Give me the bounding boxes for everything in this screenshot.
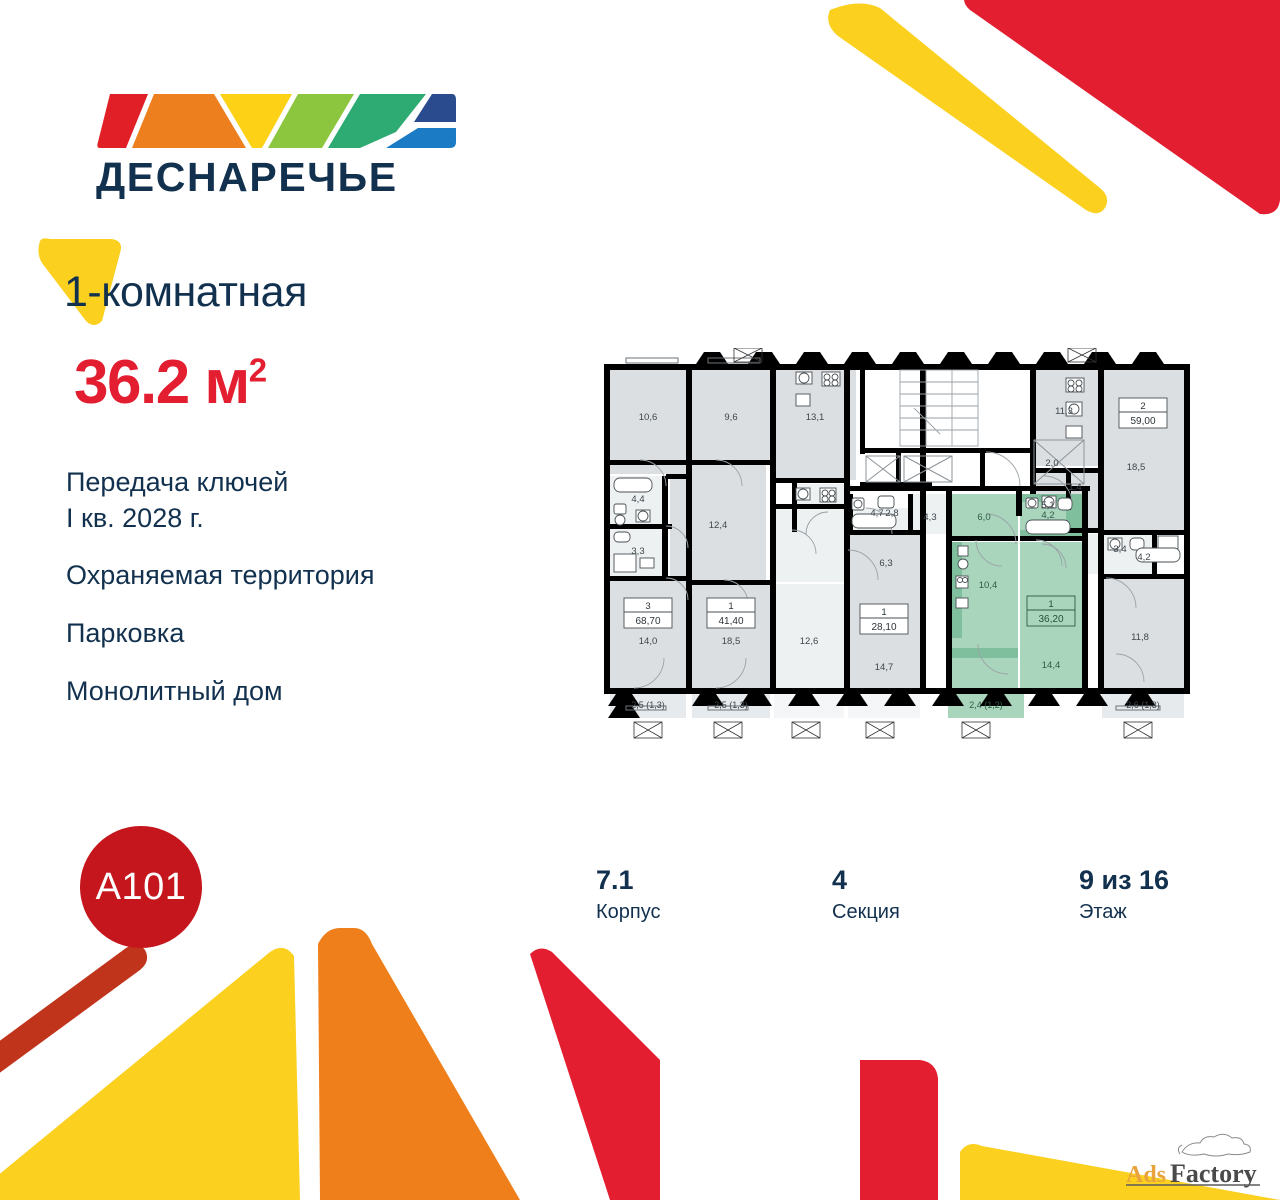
balcony-label: 2,4 (1,2) bbox=[969, 700, 1003, 710]
room-label: 4,2 bbox=[1137, 552, 1150, 563]
area-value: 36.2 м2 bbox=[74, 351, 267, 414]
room-label: 18,5 bbox=[722, 636, 741, 647]
plan-walls bbox=[604, 364, 1190, 694]
plan-room-labels: 10,6 9,6 13,1 12,4 4,4 3,3 14,0 4,7 4,3 … bbox=[631, 406, 1150, 673]
stat-korpus: 7.1 Корпус bbox=[596, 865, 661, 924]
stat-floor: 9 из 16 Этаж bbox=[1079, 865, 1170, 924]
room-label: 12,4 bbox=[709, 520, 728, 531]
watermark-ads: Ads bbox=[1126, 1162, 1166, 1188]
decor-yellow-triangle bbox=[38, 238, 121, 325]
feature-item: Охраняемая территория bbox=[66, 558, 536, 594]
feature-item: Парковка bbox=[66, 616, 536, 652]
stat-caption: Этаж bbox=[1079, 900, 1127, 923]
feature-line2: I кв. 2028 г. bbox=[66, 502, 204, 533]
developer-badge-label: A101 bbox=[95, 865, 187, 908]
balcony-label: 2,5 (1,3) bbox=[631, 700, 665, 710]
page-title: 1-комнатная bbox=[64, 268, 307, 316]
svg-text:28,10: 28,10 bbox=[871, 622, 896, 633]
feature-item: Монолитный дом bbox=[66, 674, 536, 710]
developer-badge: A101 bbox=[80, 826, 202, 948]
brand-logo: ДЕСНАРЕЧЬЕ bbox=[96, 92, 476, 198]
building-stats: 7.1 Корпус 4 Секция 9 из 16 Этаж bbox=[596, 865, 1216, 946]
plan-fixtures bbox=[613, 371, 1181, 609]
feature-line1: Парковка bbox=[66, 617, 185, 648]
area-number: 36.2 bbox=[74, 348, 190, 417]
room-label: 13,1 bbox=[806, 412, 825, 423]
watermark-logo-icon: Ads Factory bbox=[1126, 1133, 1260, 1188]
door-swings bbox=[633, 451, 1145, 689]
room-label: 9,6 bbox=[724, 412, 737, 423]
room-label: 10,6 bbox=[639, 412, 658, 423]
apartment-badge: 3 68,70 bbox=[623, 597, 673, 629]
apartment-badge-highlighted: 1 36,20 bbox=[1026, 595, 1076, 627]
elevator-shafts bbox=[865, 439, 1085, 485]
feature-item: Передача ключей I кв. 2028 г. bbox=[66, 465, 536, 536]
svg-text:2: 2 bbox=[1140, 401, 1145, 412]
svg-text:1: 1 bbox=[728, 601, 733, 612]
watermark-factory: Factory bbox=[1170, 1159, 1257, 1188]
feature-line1: Охраняемая территория bbox=[66, 560, 375, 591]
balcony-label: 2,6 (1,3) bbox=[1126, 700, 1160, 710]
feature-list: Передача ключей I кв. 2028 г. Охраняемая… bbox=[66, 465, 536, 731]
stat-section: 4 Секция bbox=[832, 865, 900, 924]
room-label: 11,3 bbox=[1055, 406, 1073, 417]
stat-caption: Корпус bbox=[596, 900, 661, 923]
stat-value: 4 bbox=[832, 865, 848, 895]
stat-value: 9 из 16 bbox=[1079, 865, 1170, 895]
feature-line1: Монолитный дом bbox=[66, 675, 283, 706]
room-label: 12,6 bbox=[800, 636, 819, 647]
apartment-badge: 1 41,40 bbox=[706, 597, 756, 629]
svg-text:68,70: 68,70 bbox=[635, 616, 660, 627]
svg-text:59,00: 59,00 bbox=[1130, 416, 1155, 427]
room-label: 3,3 bbox=[631, 546, 644, 557]
svg-text:36,20: 36,20 bbox=[1038, 614, 1063, 625]
room-label: 4,4 bbox=[631, 494, 644, 505]
svg-text:1: 1 bbox=[881, 607, 886, 618]
svg-text:41,40: 41,40 bbox=[718, 616, 743, 627]
brand-name: ДЕСНАРЕЧЬЕ bbox=[96, 154, 398, 200]
room-label: 18,5 bbox=[1127, 462, 1146, 473]
plan-facade-details bbox=[608, 348, 1164, 739]
room-label: 3,4 bbox=[1113, 544, 1126, 555]
room-label: 10,4 bbox=[979, 580, 998, 591]
room-label: 14,0 bbox=[639, 636, 658, 647]
stair-core bbox=[899, 369, 979, 447]
room-label: 2,0 bbox=[1045, 458, 1058, 469]
decor-top-right bbox=[820, 0, 1280, 215]
floor-plan-svg: 10,6 9,6 13,1 12,4 4,4 3,3 14,0 4,7 4,3 … bbox=[604, 348, 1190, 739]
apartment-badge: 2 59,00 bbox=[1118, 397, 1168, 429]
watermark: Ads Factory bbox=[1118, 1130, 1268, 1192]
area-superscript: 2 bbox=[248, 351, 267, 389]
room-label: 5,1 bbox=[1041, 500, 1054, 511]
svg-text:3: 3 bbox=[645, 601, 650, 612]
apartment-badge: 1 28,10 bbox=[859, 603, 909, 635]
logo-mark-icon bbox=[97, 94, 456, 148]
apartment-badges: 3 68,70 1 41,40 1 28,10 1 36,20 bbox=[623, 397, 1168, 635]
room-label: 6,3 bbox=[879, 558, 892, 569]
stat-value: 7.1 bbox=[596, 865, 634, 895]
room-label: 14,4 bbox=[1042, 660, 1061, 671]
room-label: 11,8 bbox=[1131, 632, 1149, 643]
feature-line1: Передача ключей bbox=[66, 467, 289, 497]
room-label: 2,8 bbox=[885, 508, 898, 519]
room-label: 6,0 bbox=[977, 512, 990, 523]
floor-plan: 10,6 9,6 13,1 12,4 4,4 3,3 14,0 4,7 4,3 … bbox=[596, 348, 1216, 748]
room-label: 4,3 bbox=[923, 512, 936, 523]
room-label: 1,4 bbox=[1068, 482, 1081, 493]
room-label: 14,7 bbox=[875, 662, 894, 673]
area-unit: м bbox=[204, 348, 250, 417]
plan-balcony-labels: 2,5 (1,3) 2,5 (1,3) 2,4 (1,2) 2,6 (1,3) bbox=[631, 700, 1160, 710]
room-label: 4,7 bbox=[870, 508, 883, 519]
room-label: 4,2 bbox=[1041, 510, 1054, 521]
info-panel: ДЕСНАРЕЧЬЕ 1-комнатная 36.2 м2 Передача … bbox=[0, 0, 560, 1200]
balcony-label: 2,5 (1,3) bbox=[714, 700, 748, 710]
stat-caption: Секция bbox=[832, 900, 900, 923]
svg-text:1: 1 bbox=[1048, 599, 1053, 610]
